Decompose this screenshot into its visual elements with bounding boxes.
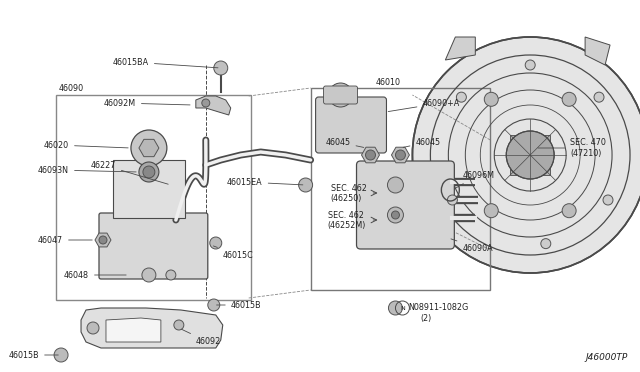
Text: J46000TP: J46000TP	[586, 353, 628, 362]
Text: 46048: 46048	[64, 270, 126, 279]
Polygon shape	[81, 308, 223, 348]
Circle shape	[484, 92, 499, 106]
Text: 46090: 46090	[59, 83, 84, 93]
Circle shape	[541, 238, 551, 248]
Circle shape	[396, 150, 405, 160]
Text: 46020: 46020	[44, 141, 128, 150]
Bar	[510, 135, 550, 175]
Polygon shape	[95, 233, 111, 247]
Text: 46015C: 46015C	[213, 246, 253, 260]
Circle shape	[562, 204, 576, 218]
Circle shape	[392, 211, 399, 219]
Bar	[113, 160, 185, 218]
Bar	[310, 88, 490, 290]
Polygon shape	[139, 140, 159, 157]
Polygon shape	[392, 147, 410, 163]
Polygon shape	[445, 37, 476, 60]
Circle shape	[142, 268, 156, 282]
FancyBboxPatch shape	[324, 86, 358, 104]
Polygon shape	[362, 147, 380, 163]
Circle shape	[139, 162, 159, 182]
Text: SEC. 462: SEC. 462	[328, 211, 364, 219]
Text: 46045: 46045	[325, 138, 364, 147]
Bar	[56, 95, 251, 300]
Circle shape	[131, 130, 167, 166]
Circle shape	[143, 166, 155, 178]
FancyBboxPatch shape	[316, 97, 387, 153]
Circle shape	[87, 322, 99, 334]
Text: SEC. 462: SEC. 462	[331, 183, 367, 192]
Circle shape	[387, 177, 403, 193]
Text: (46252M): (46252M)	[328, 221, 366, 230]
Polygon shape	[196, 96, 231, 115]
Polygon shape	[585, 37, 610, 65]
Circle shape	[365, 150, 376, 160]
Text: SEC. 470
(47210): SEC. 470 (47210)	[538, 138, 606, 158]
Circle shape	[174, 320, 184, 330]
Text: 46096M: 46096M	[455, 170, 494, 189]
Circle shape	[412, 37, 640, 273]
Text: 46045: 46045	[403, 138, 440, 147]
Circle shape	[387, 207, 403, 223]
Circle shape	[447, 195, 458, 205]
Text: 46010: 46010	[376, 77, 401, 87]
Text: 46015EA: 46015EA	[227, 177, 303, 186]
Text: 46015BA: 46015BA	[113, 58, 218, 68]
Circle shape	[328, 83, 353, 107]
Text: 46093N: 46093N	[38, 166, 136, 174]
Circle shape	[202, 99, 210, 107]
Text: 46090A: 46090A	[451, 239, 493, 253]
FancyBboxPatch shape	[356, 161, 454, 249]
Circle shape	[603, 195, 613, 205]
FancyBboxPatch shape	[99, 213, 208, 279]
Circle shape	[562, 92, 576, 106]
Circle shape	[54, 348, 68, 362]
Circle shape	[506, 131, 554, 179]
Text: (2): (2)	[420, 314, 431, 323]
Circle shape	[594, 92, 604, 102]
Text: 46015B: 46015B	[216, 301, 261, 310]
Text: N08911-1082G: N08911-1082G	[408, 304, 468, 312]
Text: 46047: 46047	[38, 235, 92, 244]
Text: 46015B: 46015B	[8, 350, 58, 359]
Text: 46092M: 46092M	[104, 99, 190, 108]
Circle shape	[166, 270, 176, 280]
Text: 46090+A: 46090+A	[388, 99, 460, 112]
Circle shape	[99, 236, 107, 244]
Text: 46227: 46227	[91, 160, 168, 184]
Text: (46250): (46250)	[331, 193, 362, 202]
Circle shape	[484, 204, 499, 218]
Circle shape	[525, 60, 535, 70]
Polygon shape	[106, 318, 161, 342]
Circle shape	[210, 237, 222, 249]
Circle shape	[388, 301, 403, 315]
Circle shape	[208, 299, 220, 311]
Text: 46092: 46092	[181, 329, 221, 346]
Circle shape	[214, 61, 228, 75]
Circle shape	[299, 178, 312, 192]
Circle shape	[456, 92, 467, 102]
Text: N: N	[400, 305, 405, 311]
